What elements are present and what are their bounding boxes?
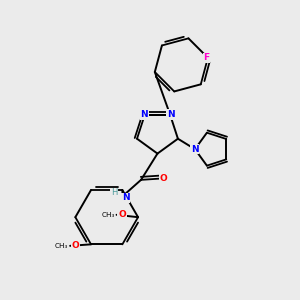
Text: H: H	[111, 188, 117, 197]
Text: CH₃: CH₃	[101, 212, 115, 218]
Text: N: N	[191, 145, 199, 154]
Text: F: F	[203, 53, 209, 62]
Text: N: N	[140, 110, 148, 119]
Text: O: O	[72, 241, 80, 250]
Text: CH₃: CH₃	[55, 243, 68, 249]
Text: O: O	[118, 210, 126, 219]
Text: O: O	[160, 174, 167, 183]
Text: N: N	[122, 193, 129, 202]
Text: N: N	[167, 110, 175, 119]
